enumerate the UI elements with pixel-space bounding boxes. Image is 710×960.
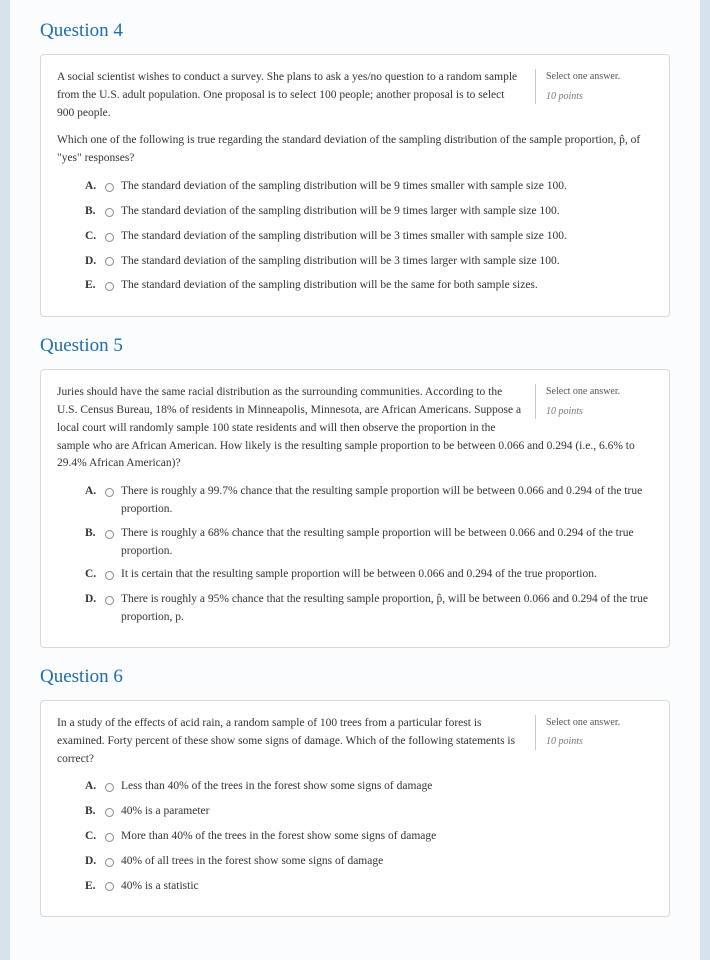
- option-radio[interactable]: [105, 566, 121, 585]
- option-letter: B.: [85, 803, 105, 821]
- option-radio[interactable]: [105, 178, 121, 197]
- option-letter: D.: [85, 253, 105, 271]
- radio-icon[interactable]: [105, 488, 114, 497]
- option-text: The standard deviation of the sampling d…: [121, 178, 653, 196]
- meta-box: Select one answer. 10 points: [535, 715, 653, 750]
- option-letter: C.: [85, 828, 105, 846]
- question-title: Question 6: [40, 666, 670, 688]
- option-row[interactable]: A. The standard deviation of the sampling…: [85, 178, 653, 197]
- page-container: Question 4Select one answer.10 pointsA s…: [10, 0, 700, 960]
- option-letter: B.: [85, 203, 105, 221]
- option-row[interactable]: C. It is certain that the resulting sampl…: [85, 566, 653, 585]
- options-list: A. Less than 40% of the trees in the fore…: [57, 778, 653, 896]
- radio-icon[interactable]: [105, 808, 114, 817]
- options-list: A. The standard deviation of the sampling…: [57, 178, 653, 296]
- radio-icon[interactable]: [105, 571, 114, 580]
- question-body: Select one answer.10 pointsIn a study of…: [40, 700, 670, 918]
- option-radio[interactable]: [105, 828, 121, 847]
- select-one-label: Select one answer.: [546, 69, 653, 85]
- option-radio[interactable]: [105, 277, 121, 296]
- option-row[interactable]: A. Less than 40% of the trees in the fore…: [85, 778, 653, 797]
- option-letter: D.: [85, 853, 105, 871]
- questions-root: Question 4Select one answer.10 pointsA s…: [40, 20, 670, 917]
- option-letter: E.: [85, 878, 105, 896]
- radio-icon[interactable]: [105, 530, 114, 539]
- question-block: Question 5Select one answer.10 pointsJur…: [40, 335, 670, 648]
- select-one-label: Select one answer.: [546, 384, 653, 400]
- option-row[interactable]: D. 40% of all trees in the forest show so…: [85, 853, 653, 872]
- radio-icon[interactable]: [105, 233, 114, 242]
- question-body: Select one answer.10 pointsJuries should…: [40, 369, 670, 648]
- radio-icon[interactable]: [105, 882, 114, 891]
- option-radio[interactable]: [105, 878, 121, 897]
- option-row[interactable]: E. 40% is a statistic: [85, 878, 653, 897]
- prompt-paragraph: Which one of the following is true regar…: [57, 132, 653, 168]
- option-radio[interactable]: [105, 483, 121, 502]
- option-text: 40% of all trees in the forest show some…: [121, 853, 653, 871]
- radio-icon[interactable]: [105, 596, 114, 605]
- option-text: 40% is a parameter: [121, 803, 653, 821]
- option-letter: D.: [85, 591, 105, 609]
- option-letter: C.: [85, 228, 105, 246]
- points-label: 10 points: [546, 734, 653, 750]
- option-text: The standard deviation of the sampling d…: [121, 203, 653, 221]
- option-text: There is roughly a 99.7% chance that the…: [121, 483, 653, 519]
- option-letter: A.: [85, 178, 105, 196]
- question-title: Question 4: [40, 20, 670, 42]
- question-title: Question 5: [40, 335, 670, 357]
- question-body: Select one answer.10 pointsA social scie…: [40, 54, 670, 317]
- option-text: There is roughly a 68% chance that the r…: [121, 525, 653, 561]
- option-row[interactable]: B. There is roughly a 68% chance that the…: [85, 525, 653, 561]
- points-label: 10 points: [546, 404, 653, 420]
- points-label: 10 points: [546, 89, 653, 105]
- option-text: It is certain that the resulting sample …: [121, 566, 653, 584]
- option-text: More than 40% of the trees in the forest…: [121, 828, 653, 846]
- option-radio[interactable]: [105, 253, 121, 272]
- radio-icon[interactable]: [105, 858, 114, 867]
- option-radio[interactable]: [105, 525, 121, 544]
- question-block: Question 4Select one answer.10 pointsA s…: [40, 20, 670, 317]
- option-radio[interactable]: [105, 853, 121, 872]
- question-block: Question 6Select one answer.10 pointsIn …: [40, 666, 670, 918]
- option-row[interactable]: B. 40% is a parameter: [85, 803, 653, 822]
- radio-icon[interactable]: [105, 833, 114, 842]
- option-radio[interactable]: [105, 228, 121, 247]
- option-row[interactable]: C. The standard deviation of the sampling…: [85, 228, 653, 247]
- option-radio[interactable]: [105, 591, 121, 610]
- option-text: Less than 40% of the trees in the forest…: [121, 778, 653, 796]
- option-letter: B.: [85, 525, 105, 543]
- radio-icon[interactable]: [105, 282, 114, 291]
- option-letter: C.: [85, 566, 105, 584]
- option-letter: E.: [85, 277, 105, 295]
- option-row[interactable]: B. The standard deviation of the sampling…: [85, 203, 653, 222]
- option-text: The standard deviation of the sampling d…: [121, 277, 653, 295]
- option-row[interactable]: E. The standard deviation of the sampling…: [85, 277, 653, 296]
- select-one-label: Select one answer.: [546, 715, 653, 731]
- option-text: There is roughly a 95% chance that the r…: [121, 591, 653, 627]
- option-text: 40% is a statistic: [121, 878, 653, 896]
- option-radio[interactable]: [105, 778, 121, 797]
- meta-box: Select one answer. 10 points: [535, 384, 653, 419]
- option-letter: A.: [85, 778, 105, 796]
- option-row[interactable]: D. There is roughly a 95% chance that the…: [85, 591, 653, 627]
- option-letter: A.: [85, 483, 105, 501]
- options-list: A. There is roughly a 99.7% chance that t…: [57, 483, 653, 627]
- option-text: The standard deviation of the sampling d…: [121, 253, 653, 271]
- radio-icon[interactable]: [105, 208, 114, 217]
- option-row[interactable]: A. There is roughly a 99.7% chance that t…: [85, 483, 653, 519]
- option-row[interactable]: D. The standard deviation of the sampling…: [85, 253, 653, 272]
- option-radio[interactable]: [105, 803, 121, 822]
- radio-icon[interactable]: [105, 783, 114, 792]
- option-row[interactable]: C. More than 40% of the trees in the fore…: [85, 828, 653, 847]
- radio-icon[interactable]: [105, 257, 114, 266]
- radio-icon[interactable]: [105, 183, 114, 192]
- meta-box: Select one answer. 10 points: [535, 69, 653, 104]
- option-radio[interactable]: [105, 203, 121, 222]
- option-text: The standard deviation of the sampling d…: [121, 228, 653, 246]
